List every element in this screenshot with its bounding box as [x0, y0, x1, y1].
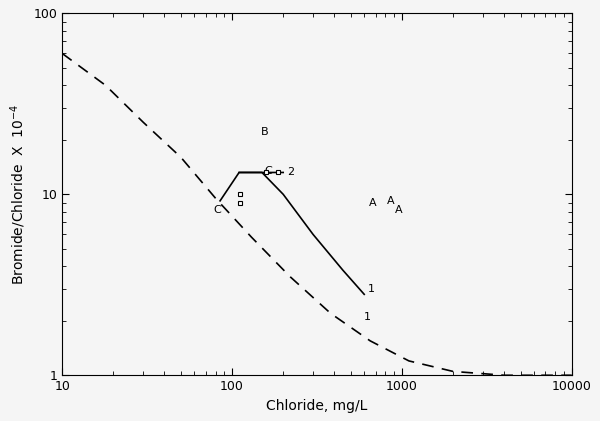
Text: C: C: [214, 205, 221, 215]
Y-axis label: Bromide/Chloride  X  10$^{-4}$: Bromide/Chloride X 10$^{-4}$: [8, 104, 28, 285]
Text: 2: 2: [287, 168, 294, 178]
Text: A: A: [395, 205, 403, 215]
Text: C: C: [265, 166, 272, 176]
Text: 1: 1: [368, 284, 375, 294]
Text: A: A: [369, 197, 377, 208]
Text: B: B: [261, 127, 269, 137]
Text: A: A: [387, 196, 395, 206]
X-axis label: Chloride, mg/L: Chloride, mg/L: [266, 399, 368, 413]
Text: 1: 1: [364, 312, 371, 322]
